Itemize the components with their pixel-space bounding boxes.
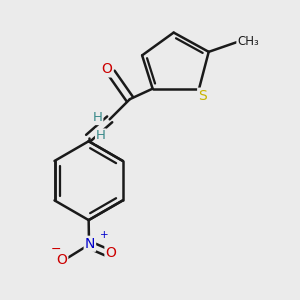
Text: H: H (92, 111, 102, 124)
Text: S: S (198, 89, 207, 103)
Text: H: H (96, 130, 106, 142)
Text: CH₃: CH₃ (237, 35, 259, 48)
Text: O: O (102, 62, 112, 76)
Text: −: − (50, 243, 61, 256)
Text: N: N (85, 237, 95, 251)
Text: O: O (106, 246, 116, 260)
Text: O: O (56, 254, 67, 267)
Text: +: + (100, 230, 108, 240)
